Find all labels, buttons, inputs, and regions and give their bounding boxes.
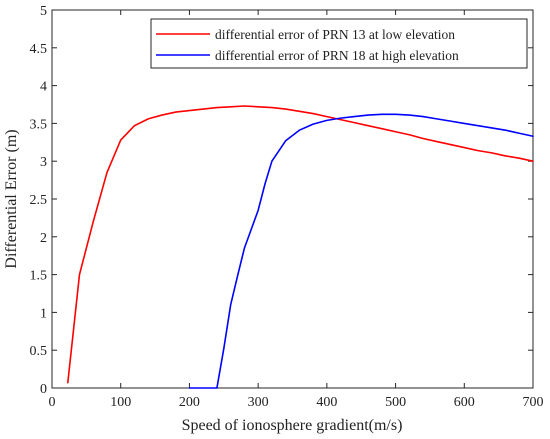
x-tick-label: 100 xyxy=(110,395,131,410)
x-tick-label: 200 xyxy=(179,395,200,410)
y-axis-title: Differential Error (m) xyxy=(3,129,20,268)
x-tick-labels: 0 100 200 300 400 500 600 700 xyxy=(49,395,544,410)
legend: differential error of PRN 13 at low elev… xyxy=(150,18,528,69)
legend-box xyxy=(150,18,528,69)
x-tick-label: 0 xyxy=(49,395,56,410)
x-axis-title: Speed of ionosphere gradient(m/s) xyxy=(182,417,403,434)
legend-label-prn13: differential error of PRN 13 at low elev… xyxy=(215,27,455,42)
x-tick-label: 400 xyxy=(316,395,337,410)
x-tick-label: 300 xyxy=(248,395,269,410)
series-line-prn18 xyxy=(188,113,534,389)
plot-area xyxy=(51,9,534,389)
legend-label-prn18: differential error of PRN 18 at high ele… xyxy=(215,48,459,63)
y-tick-label: 2 xyxy=(40,231,47,246)
y-tick-label: 4 xyxy=(40,80,47,95)
y-tick-label: 2.5 xyxy=(30,193,48,208)
y-tick-label: 1.5 xyxy=(30,269,48,284)
y-tick-label: 0 xyxy=(40,382,47,397)
y-tick-label: 5 xyxy=(40,4,47,19)
y-tick-labels: 0 0.5 1 1.5 2 2.5 3 3.5 4 4.5 5 xyxy=(30,4,48,397)
y-tick-label: 4.5 xyxy=(30,42,48,57)
x-tick-label: 500 xyxy=(385,395,406,410)
y-tick-label: 0.5 xyxy=(30,344,48,359)
y-tick-label: 1 xyxy=(40,306,47,321)
tick-marks xyxy=(51,9,534,389)
x-tick-label: 600 xyxy=(454,395,475,410)
y-tick-label: 3 xyxy=(40,155,47,170)
x-tick-label: 700 xyxy=(523,395,544,410)
series-line-prn13 xyxy=(67,105,534,384)
y-tick-label: 3.5 xyxy=(30,117,48,132)
series-lines xyxy=(67,105,534,389)
